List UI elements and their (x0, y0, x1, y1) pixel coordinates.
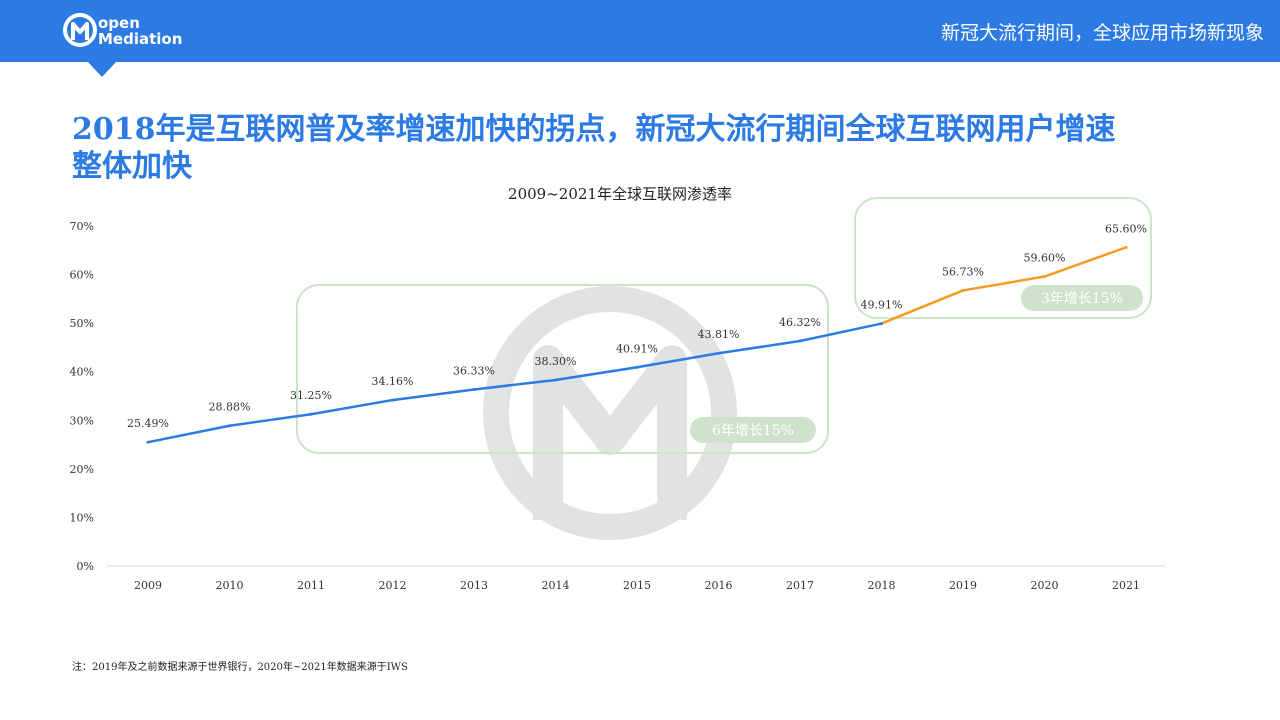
data-point (1124, 245, 1128, 249)
page-headline: 2018年是互联网普及率增速加快的拐点，新冠大流行期间全球互联网用户增速整体加快 (72, 112, 1116, 184)
x-tick-label: 2015 (623, 579, 651, 592)
data-point (472, 388, 476, 392)
data-point (961, 288, 965, 292)
x-tick-label: 2012 (379, 579, 407, 592)
data-point (1043, 275, 1046, 279)
series-line-after-2018 (881, 246, 1127, 325)
data-point (391, 398, 394, 402)
annotation-label-2: 3年增长15% (1041, 291, 1123, 307)
data-point (798, 339, 802, 343)
header-title: 新冠大流行期间，全球应用市场新现象 (940, 22, 1264, 44)
x-tick-label: 2014 (542, 579, 570, 592)
y-tick-label: 0% (77, 560, 94, 573)
header-bar: open Mediation 新冠大流行期间，全球应用市场新现象 (0, 0, 1280, 62)
data-point (635, 365, 639, 369)
data-label: 28.88% (209, 401, 251, 414)
data-label: 31.25% (290, 389, 332, 402)
header-notch (88, 62, 116, 77)
logo-m-icon (63, 13, 97, 47)
data-label: 43.81% (698, 328, 740, 341)
logo-line1: open (98, 14, 140, 32)
x-tick-label: 2016 (705, 579, 733, 592)
data-label: 59.60% (1024, 252, 1066, 265)
x-tick-label: 2020 (1031, 579, 1059, 592)
annotation-label-1: 6年增长15% (712, 423, 794, 439)
annotation-box-1 (296, 284, 829, 454)
x-tick-label: 2018 (868, 579, 896, 592)
data-point (146, 440, 150, 444)
watermark-logo (483, 286, 737, 540)
annotation-box-2 (854, 197, 1152, 319)
x-tick-label: 2021 (1112, 579, 1140, 592)
x-tick-label: 2009 (134, 579, 162, 592)
data-label: 56.73% (942, 265, 984, 278)
data-label: 46.32% (779, 316, 821, 329)
source-note: 注：2019年及之前数据来源于世界银行，2020年~2021年数据来源于IWS (72, 662, 408, 673)
data-label: 25.49% (127, 417, 169, 430)
y-tick-label: 50% (70, 317, 94, 330)
series-line-before-2018 (147, 322, 882, 444)
data-label: 65.60% (1105, 222, 1147, 235)
y-tick-label: 10% (70, 511, 94, 524)
data-label: 36.33% (453, 365, 495, 378)
x-tick-label: 2010 (216, 579, 244, 592)
data-point (309, 412, 313, 416)
annotation-pill-2 (1021, 285, 1143, 311)
data-label: 49.91% (861, 299, 903, 312)
data-label: 34.16% (372, 375, 414, 388)
y-tick-label: 20% (70, 463, 94, 476)
x-tick-label: 2011 (297, 579, 325, 592)
y-tick-label: 60% (70, 269, 94, 282)
logo-text: open Mediation (98, 15, 182, 47)
data-point (228, 424, 231, 428)
data-point (717, 351, 720, 355)
data-point (554, 378, 557, 382)
x-tick-label: 2013 (460, 579, 488, 592)
logo-line2: Mediation (98, 30, 183, 48)
annotation-pill-1 (690, 417, 816, 443)
data-point (880, 322, 883, 326)
x-tick-label: 2019 (949, 579, 977, 592)
x-tick-label: 2017 (786, 579, 814, 592)
chart-title: 2009~2021年全球互联网渗透率 (508, 185, 732, 203)
y-tick-label: 30% (70, 414, 94, 427)
data-label: 38.30% (535, 355, 577, 368)
open-mediation-logo[interactable]: open Mediation (62, 12, 202, 52)
data-label: 40.91% (616, 342, 658, 355)
y-tick-label: 40% (70, 366, 94, 379)
y-tick-label: 70% (70, 220, 94, 233)
